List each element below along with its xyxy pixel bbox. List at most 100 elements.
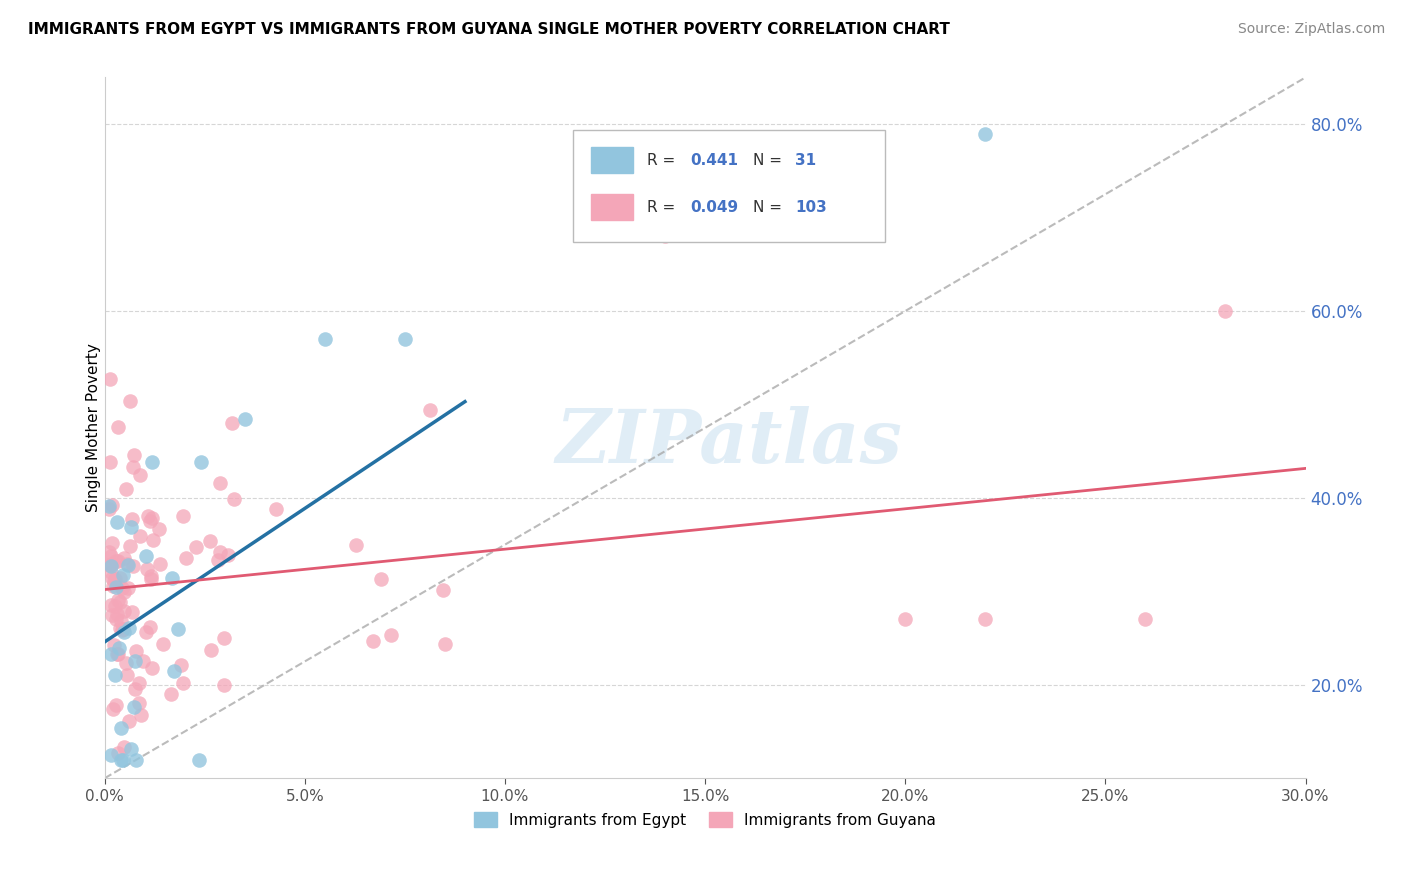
Text: 0.441: 0.441 xyxy=(690,153,738,168)
Point xyxy=(129,528,152,542)
Point xyxy=(107,647,129,661)
Point xyxy=(98,455,121,469)
Point xyxy=(198,534,221,549)
Point xyxy=(111,623,134,637)
Point xyxy=(124,654,146,668)
Point xyxy=(100,498,122,512)
Point xyxy=(162,571,184,585)
Point xyxy=(108,595,131,609)
Point xyxy=(100,747,122,762)
Point xyxy=(141,511,163,525)
Point xyxy=(120,520,142,534)
Point xyxy=(112,551,135,566)
FancyBboxPatch shape xyxy=(591,147,633,173)
Point xyxy=(894,612,917,626)
Point xyxy=(111,567,134,582)
Point xyxy=(128,467,150,482)
Point xyxy=(361,634,384,648)
Point xyxy=(148,522,170,536)
Point xyxy=(110,571,132,585)
Point xyxy=(131,708,153,723)
Point xyxy=(394,332,416,346)
Y-axis label: Single Mother Poverty: Single Mother Poverty xyxy=(86,343,101,512)
Point xyxy=(208,476,231,491)
Point xyxy=(112,585,135,599)
Point xyxy=(200,643,222,657)
Point xyxy=(104,554,127,568)
Point xyxy=(139,620,162,634)
Text: N =: N = xyxy=(754,153,787,168)
Point xyxy=(125,752,148,766)
Point xyxy=(98,558,121,572)
Text: 0.049: 0.049 xyxy=(690,200,738,215)
Point xyxy=(104,572,127,586)
Point xyxy=(100,647,122,661)
Point xyxy=(136,562,159,576)
Point xyxy=(208,544,231,558)
Point xyxy=(103,702,125,716)
Point xyxy=(122,700,145,714)
Point xyxy=(221,416,243,430)
Text: IMMIGRANTS FROM EGYPT VS IMMIGRANTS FROM GUYANA SINGLE MOTHER POVERTY CORRELATIO: IMMIGRANTS FROM EGYPT VS IMMIGRANTS FROM… xyxy=(28,22,950,37)
Point xyxy=(121,559,143,574)
Point xyxy=(112,604,135,618)
Point xyxy=(103,579,125,593)
Point xyxy=(186,541,208,555)
Point xyxy=(103,599,125,613)
FancyBboxPatch shape xyxy=(574,130,886,242)
Point xyxy=(1135,612,1157,626)
Point xyxy=(135,625,157,640)
Point xyxy=(117,558,139,572)
Point xyxy=(98,499,121,513)
Point xyxy=(101,608,124,623)
Point xyxy=(120,539,142,553)
Text: 31: 31 xyxy=(796,153,817,168)
Point xyxy=(128,676,150,690)
Point xyxy=(115,656,138,670)
Point xyxy=(380,628,402,642)
Point xyxy=(115,557,138,571)
Point xyxy=(108,641,131,656)
Point xyxy=(135,549,157,564)
Point xyxy=(124,681,146,696)
Point xyxy=(110,752,132,766)
Point xyxy=(166,622,188,636)
Point xyxy=(160,687,183,701)
Point xyxy=(100,565,122,579)
Text: R =: R = xyxy=(647,153,681,168)
Point xyxy=(174,550,197,565)
Point xyxy=(111,624,134,638)
Text: ZIPatlas: ZIPatlas xyxy=(555,406,903,478)
Point xyxy=(233,411,256,425)
Point xyxy=(122,448,145,462)
Point xyxy=(98,545,121,559)
Point xyxy=(172,676,194,690)
Point xyxy=(974,612,997,626)
Point xyxy=(141,454,163,468)
Point xyxy=(122,460,145,475)
Point xyxy=(264,501,287,516)
Point xyxy=(974,127,997,141)
Point xyxy=(111,752,134,766)
Point xyxy=(172,509,194,524)
Point xyxy=(107,420,129,434)
Point xyxy=(107,746,129,760)
Point xyxy=(141,660,163,674)
Point xyxy=(136,509,159,524)
Point xyxy=(120,741,142,756)
Point xyxy=(98,502,121,516)
Point xyxy=(121,512,143,526)
Point xyxy=(190,455,212,469)
Point xyxy=(139,572,162,586)
Point xyxy=(314,332,336,346)
Point xyxy=(110,721,132,735)
Point xyxy=(104,612,127,626)
Point xyxy=(117,714,139,728)
Point xyxy=(105,580,128,594)
Point xyxy=(104,668,127,682)
Point xyxy=(344,538,367,552)
Point xyxy=(100,549,122,564)
Point xyxy=(654,229,676,244)
Point xyxy=(105,515,128,529)
Point xyxy=(111,581,134,595)
